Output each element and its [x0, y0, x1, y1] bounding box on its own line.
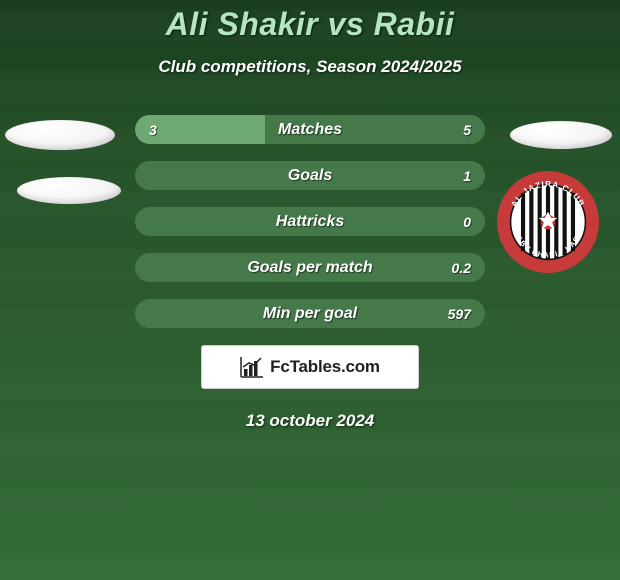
stat-label: Matches — [278, 121, 342, 139]
stat-row: 3 Matches 5 — [135, 115, 485, 144]
page-title: Ali Shakir vs Rabii — [0, 6, 620, 43]
stat-label: Goals — [288, 167, 332, 185]
stat-left-value: 3 — [149, 122, 157, 138]
stat-row: Hattricks 0 — [135, 207, 485, 236]
stat-right-value: 5 — [463, 122, 471, 138]
stat-right-value: 0.2 — [452, 260, 471, 276]
date: 13 october 2024 — [0, 411, 620, 431]
subtitle: Club competitions, Season 2024/2025 — [0, 57, 620, 77]
brand-text: FcTables.com — [270, 357, 380, 377]
stat-row: Goals 1 — [135, 161, 485, 190]
brand-box[interactable]: FcTables.com — [201, 345, 419, 389]
stat-label: Goals per match — [247, 259, 372, 277]
stat-row: Min per goal 597 — [135, 299, 485, 328]
stat-right-value: 597 — [448, 306, 471, 322]
brand-chart-icon — [240, 356, 264, 378]
stats-rows: 3 Matches 5 Goals 1 Hattricks 0 Goals per match… — [135, 115, 485, 328]
stat-label: Min per goal — [263, 305, 357, 323]
stat-row: Goals per match 0.2 — [135, 253, 485, 282]
stat-right-value: 1 — [463, 168, 471, 184]
stat-right-value: 0 — [463, 214, 471, 230]
stat-label: Hattricks — [276, 213, 344, 231]
